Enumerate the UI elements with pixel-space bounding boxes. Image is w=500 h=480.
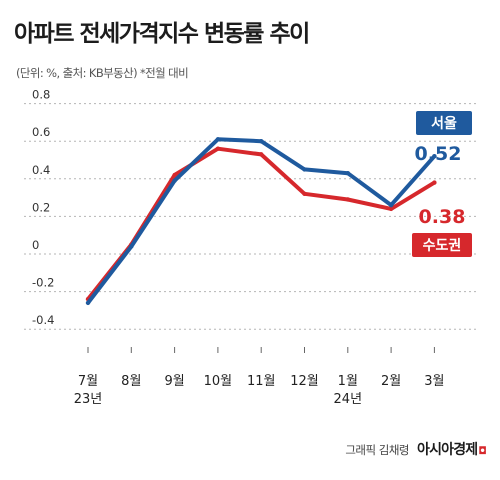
x-tick-label: 11월 — [247, 374, 276, 389]
legend-label-metro: 수도권 — [423, 238, 462, 254]
end-value-metro: 0.38 — [419, 206, 466, 228]
x-tick-label: 9월 — [164, 374, 184, 389]
y-tick-label: 0.6 — [32, 125, 50, 139]
x-tick-label: 10월 — [204, 374, 233, 389]
data-point — [172, 178, 177, 183]
data-point — [388, 202, 394, 208]
y-tick-label: -0.2 — [32, 276, 54, 290]
y-tick-label: 0 — [32, 238, 39, 252]
x-tick-label: 7월 — [78, 374, 98, 389]
brand-logo: 아시아경제◘ — [416, 439, 487, 459]
data-point — [215, 137, 221, 142]
data-point — [345, 197, 350, 202]
data-point — [259, 139, 264, 144]
chart-subtitle: (단위: %, 출처: KB부동산) *전월 대비 — [16, 66, 189, 80]
credit-line: 그래픽 김채령 아시아경제◘ — [345, 439, 486, 459]
data-point — [215, 146, 221, 151]
data-point — [302, 167, 307, 172]
brand-name: 아시아경제 — [416, 442, 478, 458]
brand-mark-icon: ◘ — [478, 446, 486, 457]
data-point — [302, 191, 307, 197]
data-point — [259, 152, 264, 157]
x-tick-label: 3월 — [424, 374, 444, 389]
data-point — [432, 154, 437, 159]
x-tick-label: 8월 — [121, 374, 141, 389]
x-tick-label: 1월 — [338, 374, 358, 389]
y-tick-label: 0.2 — [32, 200, 50, 214]
y-tick-label: -0.4 — [32, 313, 54, 327]
data-point — [172, 172, 177, 178]
legend-label-seoul: 서울 — [431, 115, 457, 132]
data-point — [129, 244, 134, 249]
legend-badge-metro — [412, 233, 472, 257]
series-line — [86, 146, 437, 302]
graphic-credit: 그래픽 김채령 — [345, 443, 409, 457]
x-tick-label: 12월 — [290, 374, 319, 389]
x-tick-label: 2월 — [381, 374, 401, 389]
data-point — [388, 206, 394, 212]
y-tick-label: 0.8 — [32, 88, 50, 102]
chart-title: 아파트 전세가격지수 변동률 추이 — [14, 21, 310, 47]
x-tick-label: 23년 — [74, 392, 103, 407]
end-value-seoul: 0.52 — [415, 143, 462, 165]
y-tick-label: 0.4 — [32, 163, 50, 177]
data-point — [85, 300, 91, 306]
x-tick-label: 24년 — [334, 392, 363, 407]
legend-badge-seoul — [416, 111, 472, 135]
data-point — [432, 180, 437, 185]
data-point — [345, 170, 350, 176]
series-line — [86, 137, 437, 305]
